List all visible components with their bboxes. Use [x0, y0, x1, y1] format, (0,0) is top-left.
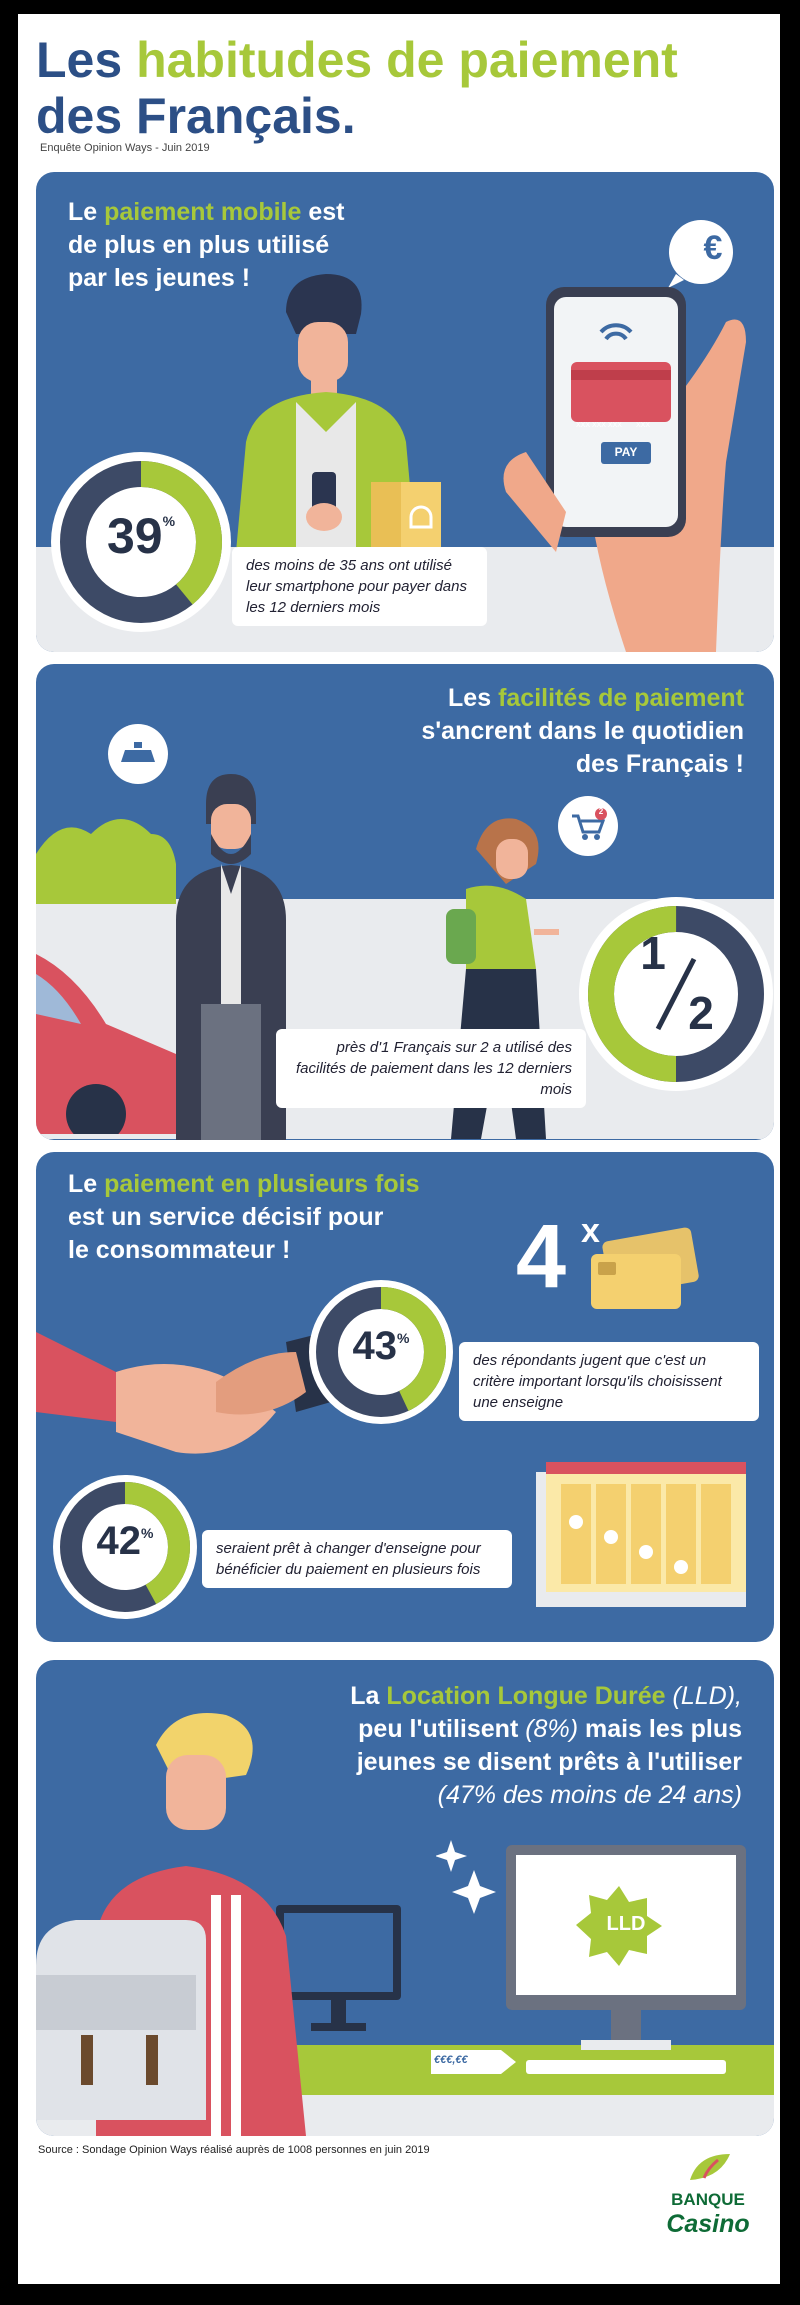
cart-badge: 2 — [598, 807, 604, 816]
fraction-denominator: 2 — [688, 987, 714, 1039]
pay-button-illustration: PAY — [614, 445, 638, 459]
card-number: XXX XXX XXX — [576, 422, 622, 429]
shopping-bag-icon — [371, 482, 441, 547]
stat-42-value: 42% — [96, 1519, 154, 1563]
donut-39-percent — [51, 452, 231, 632]
stat-43-text: des répondants jugent que c'est un critè… — [459, 1342, 759, 1421]
card-cvv: XXX — [636, 422, 651, 429]
survey-subtitle: Enquête Opinion Ways - Juin 2019 — [40, 142, 210, 154]
section-installment-payment: Le paiement en plusieurs fois est un ser… — [36, 1152, 774, 1642]
page-title: Les habitudes de paiement des Français. — [36, 32, 678, 144]
leaf-icon — [690, 2154, 730, 2180]
section2-heading: Les facilités de paiement s'ancrent dans… — [421, 684, 744, 778]
price-tag-text: €€€,€€ — [434, 2054, 468, 2066]
stat-39-value: 39% — [106, 508, 176, 564]
source-note: Source : Sondage Opinion Ways réalisé au… — [38, 2144, 430, 2156]
donut-43-percent — [309, 1280, 453, 1424]
red-car-illustration — [36, 954, 176, 1134]
donut-one-half — [579, 897, 773, 1091]
shopping-cart-icon — [558, 796, 618, 856]
donut-42-percent — [53, 1475, 197, 1619]
keyboard-illustration — [526, 2060, 726, 2074]
section-payment-facilities: Les facilités de paiement s'ancrent dans… — [36, 664, 774, 1140]
stat-39-text: des moins de 35 ans ont utilisé leur sma… — [232, 547, 487, 626]
sparkle-icon — [436, 1840, 496, 1914]
credit-card-icon — [591, 1227, 699, 1309]
large-monitor-illustration — [506, 1845, 746, 2050]
banque-casino-logo: BANQUE Casino — [640, 2146, 776, 2282]
small-monitor-illustration — [276, 1905, 401, 2031]
lld-badge: LLD — [606, 1913, 646, 1935]
euro-icon: € — [703, 229, 723, 267]
installment-calendar-illustration — [536, 1462, 746, 1607]
stat-half-text: près d'1 Français sur 2 a utilisé des fa… — [276, 1029, 586, 1108]
section3-heading: Le paiement en plusieurs fois est un ser… — [68, 1170, 420, 1264]
stat-42-text: seraient prêt à changer d'enseigne pour … — [202, 1530, 512, 1588]
section-long-term-rental: La Location Longue Durée (LLD), peu l'ut… — [36, 1660, 774, 2136]
section-mobile-payment: Le paiement mobile est de plus en plus u… — [36, 172, 774, 652]
student-with-backpack-illustration — [36, 1713, 306, 2136]
multiplier-4: 4 — [516, 1207, 567, 1307]
phone-in-hand-illustration — [503, 220, 746, 652]
stat-43-value: 43% — [352, 1324, 410, 1368]
fraction-numerator: 1 — [640, 927, 666, 979]
price-tag-illustration — [431, 2050, 516, 2074]
multiplier-x: x — [581, 1212, 600, 1250]
businessman-illustration — [176, 774, 286, 1140]
section1-heading: Le paiement mobile est de plus en plus u… — [68, 198, 345, 292]
section4-heading: La Location Longue Durée (LLD), peu l'ut… — [350, 1682, 742, 1809]
bush-illustration — [36, 819, 176, 904]
taxi-icon — [108, 724, 168, 784]
